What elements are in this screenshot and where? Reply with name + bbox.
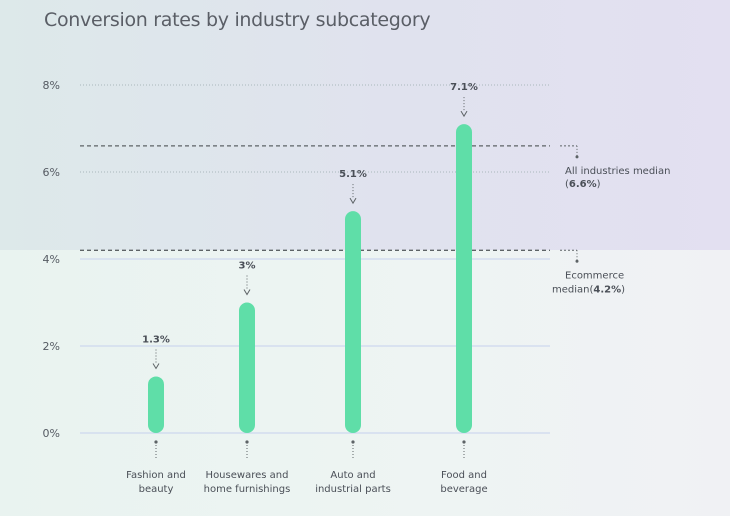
value-pointer-arrowhead	[460, 110, 468, 118]
category-dot	[462, 440, 466, 444]
bar	[345, 211, 361, 433]
category-label: beverage	[440, 484, 487, 495]
category-dot	[245, 440, 249, 444]
value-label: 3%	[239, 261, 256, 272]
bars	[148, 124, 472, 434]
category-label: industrial parts	[315, 484, 391, 495]
reference-label: median(4.2%)	[552, 284, 625, 295]
y-tick-label: 8%	[43, 79, 60, 92]
category-labels: Fashion and beauty Housewares and home furn…	[126, 440, 488, 495]
lower-band	[0, 250, 730, 516]
reference-dot	[575, 155, 579, 159]
category-label: beauty	[139, 484, 174, 495]
category-label: Auto and	[330, 470, 375, 481]
gridlines	[80, 84, 550, 434]
category-dot	[351, 440, 355, 444]
y-tick-label: 2%	[43, 340, 60, 353]
value-pointer-arrowhead	[152, 363, 160, 370]
category-dot	[154, 440, 158, 444]
y-tick-label: 4%	[43, 253, 60, 266]
y-tick-label: 0%	[43, 427, 60, 440]
category-label: home furnishings	[204, 484, 291, 495]
bar	[239, 302, 255, 433]
reference-label: Ecommerce	[565, 270, 624, 281]
value-labels: 1.3% 3% 5.1% 7.1%	[142, 82, 478, 370]
value-label: 5.1%	[339, 169, 367, 180]
value-label: 1.3%	[142, 334, 170, 345]
value-pointer-arrowhead	[243, 289, 251, 296]
category-label: Food and	[441, 470, 487, 481]
value-label: 7.1%	[450, 82, 478, 93]
chart-title: Conversion rates by industry subcategory	[44, 9, 431, 31]
reference-dot	[575, 259, 579, 263]
y-axis-ticks: 0% 2% 4% 6% 8%	[43, 79, 60, 440]
reference-label: All industries median	[565, 166, 670, 177]
value-pointer-arrowhead	[349, 197, 357, 205]
header-band	[0, 0, 730, 250]
category-label: Fashion and	[126, 470, 186, 481]
reference-label: (6.6%)	[565, 179, 601, 190]
bar	[456, 124, 472, 434]
median-reference-lines: All industries median (6.6%) Ecommerce medi…	[80, 145, 670, 295]
y-tick-label: 6%	[43, 166, 60, 179]
category-label: Housewares and	[206, 470, 289, 481]
bar	[148, 376, 164, 433]
